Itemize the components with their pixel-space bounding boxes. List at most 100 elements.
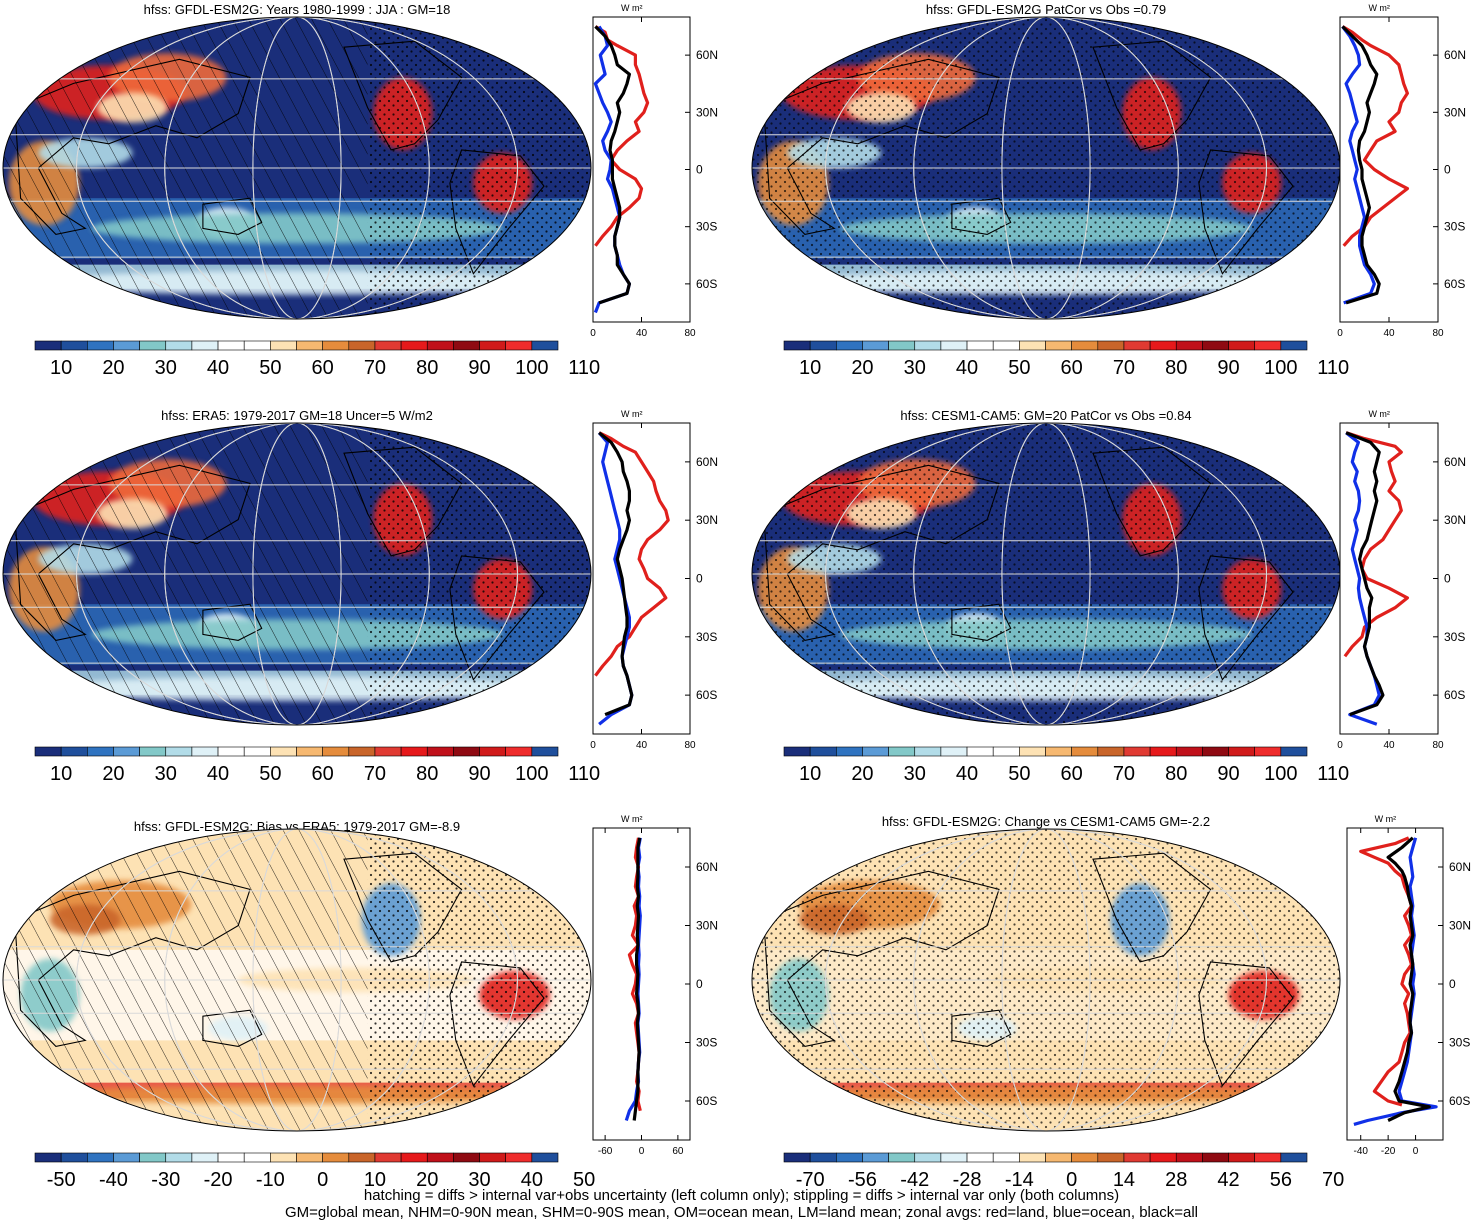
colorbar-swatch — [113, 1152, 140, 1163]
colorbar-swatch — [1019, 1152, 1046, 1163]
longitude-line — [252, 17, 342, 319]
colorbar-swatch — [191, 340, 219, 351]
colorbar-swatch — [1202, 1152, 1229, 1163]
longitude-line — [1001, 17, 1091, 319]
colorbar-tick-label: 60 — [312, 357, 334, 379]
panel-1: hfss: GFDL-ESM2G: Years 1980-1999 : JJA … — [2, 2, 718, 379]
colorbar: 10 20 30 40 50 60 70 80 90 100 110 — [783, 746, 1349, 785]
map-border — [2, 422, 592, 726]
zonal-mean-panel: W m² 0 40 80 60N 30N 0 30S 60S — [1337, 409, 1466, 751]
zonal-y-tick-label: 30N — [1444, 513, 1466, 527]
colorbar-swatch — [348, 340, 376, 351]
zonal-frame — [592, 827, 691, 1141]
colorbar-tick-label: 30 — [155, 357, 177, 379]
colorbar-swatch — [322, 340, 350, 351]
colorbar-swatch — [191, 1152, 219, 1163]
colorbar-swatch — [1019, 746, 1046, 757]
colorbar-swatch — [34, 340, 62, 351]
colorbar-swatch — [400, 746, 428, 757]
colorbar-swatch — [243, 746, 271, 757]
longitude-line — [825, 423, 1267, 725]
longitude-line — [76, 17, 518, 319]
colorbar-swatch — [270, 1152, 297, 1163]
colorbar-tick-label: 0 — [1066, 1169, 1077, 1191]
colorbar-swatch — [400, 340, 428, 351]
longitude-line — [825, 829, 1267, 1131]
colorbar-swatch — [783, 746, 811, 757]
colorbar-tick-label: 80 — [1165, 357, 1187, 379]
map-field — [752, 17, 1340, 319]
colorbar-tick-label: 90 — [1217, 357, 1239, 379]
colorbar-tick-label: -28 — [953, 1169, 982, 1191]
zonal-y-tick-label: 30S — [1444, 220, 1465, 234]
colorbar-swatch — [34, 1152, 62, 1163]
zonal-y-tick-label: 60N — [1444, 48, 1466, 62]
zonal-unit-label: W m² — [1368, 409, 1390, 419]
colorbar-tick-label: 42 — [1217, 1169, 1239, 1191]
colorbar-swatch — [1071, 1152, 1099, 1163]
colorbar-swatch — [1045, 1152, 1072, 1163]
colorbar-tick-label: 0 — [317, 1169, 328, 1191]
colorbar-tick-label: -42 — [900, 1169, 929, 1191]
colorbar-tick-label: 10 — [50, 357, 72, 379]
zonal-y-tick-label: 60S — [1449, 1094, 1470, 1108]
colorbar-swatch — [296, 1152, 323, 1163]
colorbar-tick-label: 70 — [1322, 1169, 1344, 1191]
colorbar-swatch — [1019, 340, 1046, 351]
panel-title: hfss: GFDL-ESM2G PatCor vs Obs =0.79 — [926, 2, 1166, 17]
zonal-y-tick-label: 0 — [1444, 163, 1451, 177]
colorbar-swatch — [888, 340, 916, 351]
zonal-x-tick-label: 0 — [590, 328, 596, 339]
colorbar-tick-label: 60 — [1061, 763, 1083, 785]
zonal-x-tick-label: 0 — [1337, 740, 1343, 751]
zonal-y-tick-label: 30S — [696, 1036, 717, 1050]
colorbar-swatch — [809, 746, 837, 757]
panel-title: hfss: GFDL-ESM2G: Years 1980-1999 : JJA … — [144, 2, 451, 17]
zonal-series-line — [594, 25, 632, 305]
zonal-series-line — [598, 431, 634, 717]
colorbar-tick-label: 50 — [1008, 763, 1030, 785]
zonal-series-line — [594, 25, 650, 247]
longitude-line — [252, 423, 342, 725]
zonal-series-line — [1341, 25, 1410, 247]
colorbar-swatch — [87, 746, 114, 757]
colorbar-swatch — [34, 746, 62, 757]
colorbar-swatch — [809, 1152, 837, 1163]
colorbar-swatch — [966, 340, 994, 351]
colorbar-swatch — [113, 340, 140, 351]
map-border — [2, 16, 592, 320]
colorbar-tick-label: -30 — [151, 1169, 180, 1191]
zonal-x-tick-label: 80 — [684, 740, 696, 751]
colorbar-tick-label: -10 — [256, 1169, 285, 1191]
colorbar-tick-label: 100 — [515, 357, 548, 379]
colorbar-swatch — [191, 746, 219, 757]
colorbar: -70 -56 -42 -28 -14 0 14 28 42 56 70 — [783, 1152, 1344, 1191]
zonal-series-line — [1386, 836, 1431, 1122]
colorbar-swatch — [426, 1152, 454, 1163]
colorbar-tick-label: 110 — [568, 763, 600, 785]
colorbar-tick-label: 60 — [1061, 357, 1083, 379]
zonal-x-tick-label: 60 — [672, 1146, 684, 1157]
colorbar-swatch — [1045, 746, 1072, 757]
colorbar-tick-label: 40 — [207, 763, 229, 785]
panel-6: hfss: GFDL-ESM2G: Change vs CESM1-CAM5 G… — [751, 814, 1471, 1191]
colorbar-swatch — [809, 340, 837, 351]
colorbar-tick-label: 14 — [1113, 1169, 1135, 1191]
colorbar-tick-label: 70 — [364, 357, 386, 379]
zonal-series-line — [1343, 431, 1410, 658]
zonal-y-tick-label: 30N — [1444, 105, 1466, 119]
colorbar-swatch — [60, 340, 88, 351]
colorbar-swatch — [1149, 1152, 1177, 1163]
colorbar-swatch — [113, 746, 140, 757]
colorbar-tick-label: 20 — [102, 357, 124, 379]
colorbar-swatch — [217, 1152, 245, 1163]
colorbar-tick-label: 20 — [851, 357, 873, 379]
colorbar-tick-label: 40 — [207, 357, 229, 379]
colorbar-swatch — [505, 746, 533, 757]
colorbar-swatch — [270, 746, 297, 757]
panel-5: hfss: GFDL-ESM2G: Bias vs ERA5: 1979-201… — [2, 814, 718, 1191]
zonal-x-tick-label: 0 — [590, 740, 596, 751]
colorbar-swatch — [1280, 1152, 1308, 1163]
colorbar-tick-label: 90 — [468, 357, 490, 379]
colorbar-tick-label: 50 — [259, 357, 281, 379]
